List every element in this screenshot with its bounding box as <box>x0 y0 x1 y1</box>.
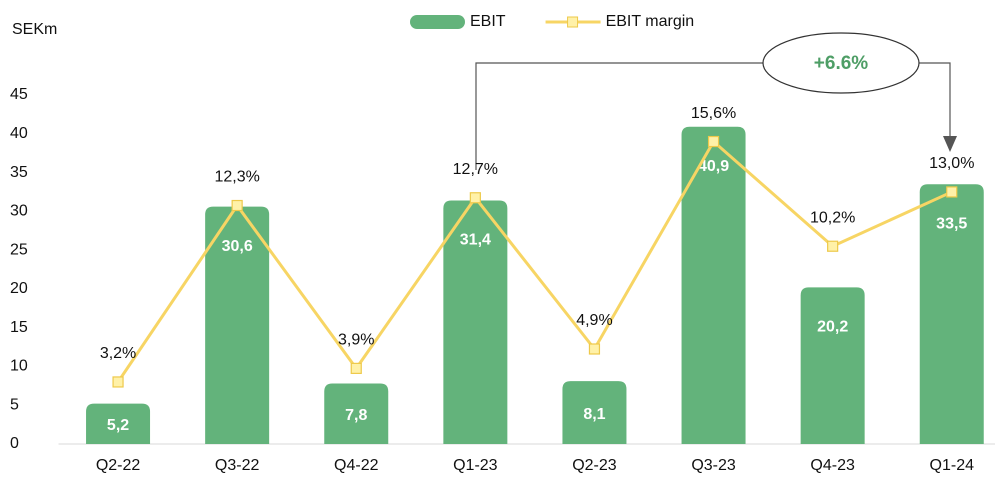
annotation: +6.6% <box>814 53 869 74</box>
legend-item: EBIT <box>410 13 506 30</box>
x-tick-label: Q3-22 <box>215 457 260 474</box>
bar <box>562 381 627 444</box>
line-value-label: 13,0% <box>929 155 974 172</box>
bar-value-label: 33,5 <box>936 215 967 232</box>
line-value-label: 3,9% <box>338 332 374 349</box>
bar-value-label: 40,9 <box>698 158 729 175</box>
y-tick-label: 35 <box>10 164 28 181</box>
bar <box>681 126 746 444</box>
bar <box>800 287 865 444</box>
x-tick-label: Q2-23 <box>572 457 617 474</box>
bar <box>443 200 508 444</box>
line-value-label: 3,2% <box>100 345 136 362</box>
y-tick-label: 15 <box>10 319 28 336</box>
bar-value-label: 30,6 <box>222 238 253 255</box>
bar-value-label: 5,2 <box>107 417 129 434</box>
y-tick-label: 20 <box>10 280 28 297</box>
y-tick-label: 40 <box>10 125 28 142</box>
line-value-label: 10,2% <box>810 209 855 226</box>
y-axis-label: SEKm <box>12 21 57 38</box>
line-marker <box>588 343 601 355</box>
line-marker <box>469 192 481 204</box>
bar-value-label: 7,8 <box>345 407 367 424</box>
x-tick-label: Q4-23 <box>810 457 855 474</box>
line-value-label: 12,3% <box>214 169 259 186</box>
bar-value-label: 31,4 <box>460 232 491 249</box>
line-value-label: 4,9% <box>576 312 612 329</box>
annotation-bracket <box>475 32 957 170</box>
bar-value-label: 20,2 <box>817 319 848 336</box>
line-marker <box>231 199 243 212</box>
x-tick-label: Q1-23 <box>453 457 498 474</box>
x-tick-label: Q1-24 <box>930 457 975 474</box>
y-tick-label: 5 <box>10 396 19 413</box>
legend-item: EBIT margin <box>545 13 695 30</box>
legend-marker <box>567 16 579 28</box>
y-tick-label: 45 <box>10 86 28 103</box>
line-marker <box>707 135 720 148</box>
line-marker <box>946 186 958 198</box>
legend-label: EBIT <box>470 13 506 30</box>
legend-label: EBIT margin <box>606 13 695 30</box>
y-tick-label: 30 <box>10 203 28 220</box>
line-marker <box>350 362 362 374</box>
legend-swatch <box>410 15 465 29</box>
x-tick-label: Q4-22 <box>334 457 379 474</box>
line <box>116 139 953 383</box>
bar-value-label: 8,1 <box>583 406 605 423</box>
bar <box>205 206 270 444</box>
line-value-label: 15,6% <box>691 105 736 122</box>
line-marker <box>827 240 839 252</box>
bar <box>919 184 984 444</box>
y-tick-label: 25 <box>10 241 28 258</box>
y-tick-label: 0 <box>10 435 19 452</box>
line-value-label: 12,7% <box>453 161 498 178</box>
bar <box>324 383 389 444</box>
x-tick-label: Q3-23 <box>691 457 736 474</box>
y-tick-label: 10 <box>10 358 28 375</box>
x-tick-label: Q2-22 <box>96 457 141 474</box>
line-marker <box>112 376 124 388</box>
bar <box>86 403 151 444</box>
